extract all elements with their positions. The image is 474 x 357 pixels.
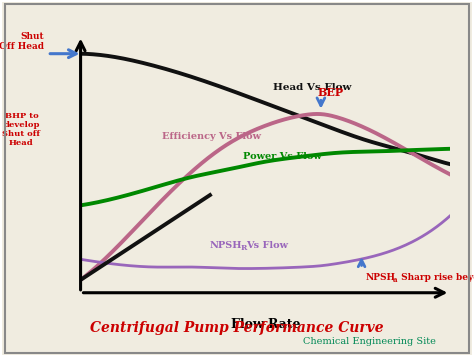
Text: NPSH: NPSH [210, 241, 243, 250]
Text: Power Vs Flow: Power Vs Flow [243, 152, 322, 161]
Text: Efficiency Vs Flow: Efficiency Vs Flow [162, 131, 261, 141]
Text: BHP to
develop
Shut off
Head: BHP to develop Shut off Head [2, 112, 40, 147]
Text: Centrifugal Pump Performance Curve: Centrifugal Pump Performance Curve [90, 321, 384, 335]
Text: a: a [393, 276, 398, 284]
Text: BEP: BEP [317, 87, 343, 98]
Text: Sharp rise beyond BEP: Sharp rise beyond BEP [398, 273, 474, 282]
Text: R: R [241, 244, 247, 252]
Text: Shut
Off Head: Shut Off Head [0, 32, 44, 51]
Text: Head Vs Flow: Head Vs Flow [273, 83, 351, 92]
Text: NPSH: NPSH [365, 273, 395, 282]
Text: Vs Flow: Vs Flow [246, 241, 288, 250]
Text: Chemical Engineering Site: Chemical Engineering Site [303, 337, 436, 346]
Text: Flow Rate: Flow Rate [231, 318, 300, 331]
